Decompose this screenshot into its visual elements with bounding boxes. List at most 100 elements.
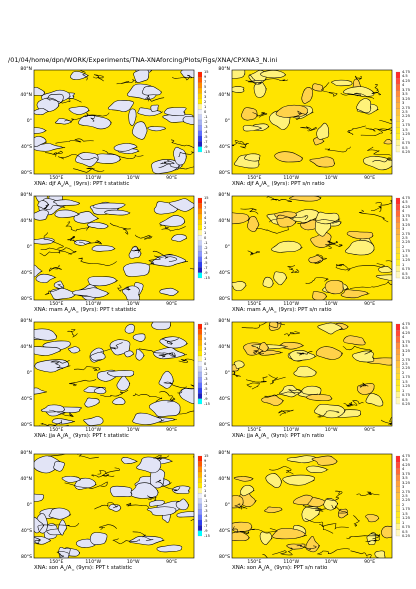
colorbar-label: -5 — [204, 387, 208, 391]
map-plot — [33, 453, 202, 559]
colorbar-segment — [197, 197, 202, 204]
colorbar-label: -3 — [204, 251, 208, 255]
colorbar-segment — [197, 503, 202, 510]
colorbar-segment — [197, 87, 202, 94]
negative-anomaly-region — [132, 121, 148, 140]
colorbar-label: 2.25 — [402, 240, 411, 245]
contour-line — [88, 112, 110, 122]
latitude-label: 40°N — [218, 93, 230, 98]
contour-line — [269, 466, 294, 475]
colorbar-label: 2.5 — [402, 494, 408, 498]
ratio-contour-region — [315, 346, 343, 360]
colorbar-label: -15 — [204, 402, 210, 406]
negative-anomaly-region — [34, 387, 48, 395]
colorbar-label: 2 — [402, 244, 405, 249]
latitude-label: 40°N — [218, 219, 230, 224]
contour-line — [102, 149, 144, 159]
colorbar-segment — [395, 348, 400, 355]
negative-anomaly-region — [112, 397, 126, 405]
ratio-contour-region — [292, 494, 314, 506]
latitude-label: 80°N — [218, 319, 230, 324]
colorbar-label: 1 — [402, 520, 405, 525]
colorbar-segment — [395, 222, 400, 229]
longitude-label: 110°W — [283, 560, 299, 565]
colorbar-label: 2 — [204, 100, 207, 104]
colorbar-segment — [197, 477, 202, 483]
colorbar-label: -7 — [204, 266, 208, 270]
contour-line — [153, 455, 170, 461]
map-plot — [33, 321, 202, 427]
contour-line — [78, 257, 117, 266]
contour-line — [240, 208, 259, 215]
colorbar-segment — [197, 482, 202, 489]
colorbar-segment — [197, 141, 202, 147]
contour-line — [347, 125, 366, 135]
contour-line — [269, 215, 309, 223]
contour-line — [67, 236, 77, 243]
contour-line — [356, 491, 380, 496]
colorbar-segment — [395, 397, 400, 405]
latitude-label: 40°S — [20, 529, 32, 534]
colorbar-label: -15 — [204, 276, 210, 280]
colorbar-label: 1 — [204, 231, 207, 235]
contour-line — [268, 374, 286, 385]
contour-line — [79, 70, 88, 81]
longitude-label: 90°E — [166, 176, 178, 181]
negative-anomaly-region — [141, 86, 162, 96]
colorbar-label: -1 — [204, 115, 208, 119]
colorbar-segment — [395, 499, 400, 506]
contour-line — [284, 331, 300, 337]
map-panel-mam-snratio: 4.75 4.5 4.25 4 3.75 3.5 3.25 3 2.75 2.5 2.25 2 1.75… — [210, 190, 410, 318]
contour-line — [287, 265, 300, 274]
colorbar-label: 0 — [204, 362, 207, 366]
contour-line — [346, 535, 380, 540]
colorbar-segment — [395, 71, 400, 79]
ratio-contour-region — [244, 153, 261, 162]
colorbar-label: 7 — [204, 464, 207, 468]
contour-line — [46, 98, 82, 104]
colorbar-label: 1 — [204, 357, 207, 361]
colorbar-segment — [197, 251, 202, 257]
colorbar-label: 2.25 — [402, 498, 411, 503]
colorbar-label: -4 — [204, 382, 208, 386]
colorbar-label: 1.25 — [402, 132, 411, 137]
latitude-label: 80°S — [218, 555, 230, 560]
contour-line — [48, 409, 74, 417]
colorbar-label: 4.5 — [402, 458, 408, 463]
negative-anomaly-region — [48, 507, 72, 520]
contour-line — [321, 82, 338, 97]
contour-line — [372, 157, 392, 163]
negative-anomaly-region — [34, 516, 45, 534]
map-plot — [231, 453, 400, 559]
negative-anomaly-region — [135, 348, 145, 361]
colorbar-segment — [395, 78, 400, 85]
ratio-contour-region — [241, 107, 258, 121]
colorbar-label: 7 — [204, 332, 207, 336]
contour-line — [288, 389, 319, 395]
colorbar-label: 0 — [204, 236, 207, 240]
colorbar-label: 1.75 — [402, 375, 411, 380]
colorbar-segment — [395, 529, 400, 537]
colorbar-segment — [197, 130, 202, 137]
contour-line — [73, 167, 105, 173]
colorbar-segment — [197, 466, 202, 473]
colorbar-segment — [395, 96, 400, 103]
colorbar-segment — [197, 71, 202, 78]
contour-line — [234, 503, 248, 510]
contour-line — [109, 222, 131, 235]
ratio-contour-region — [331, 79, 353, 87]
negative-anomaly-region — [171, 234, 187, 242]
colorbar-segment — [197, 377, 202, 383]
ratio-contour-region — [259, 531, 273, 545]
colorbar-label: 3 — [402, 353, 405, 358]
contour-line — [135, 234, 153, 240]
ratio-contour-region — [323, 498, 339, 511]
colorbar-segment — [395, 216, 400, 223]
colorbar-segment — [395, 511, 400, 518]
negative-anomaly-region — [150, 104, 159, 112]
contour-line — [78, 240, 102, 245]
contour-line — [170, 139, 194, 149]
negative-anomaly-region — [72, 287, 110, 298]
negative-anomaly-region — [49, 288, 77, 300]
latitude-label: 40°N — [218, 477, 230, 482]
